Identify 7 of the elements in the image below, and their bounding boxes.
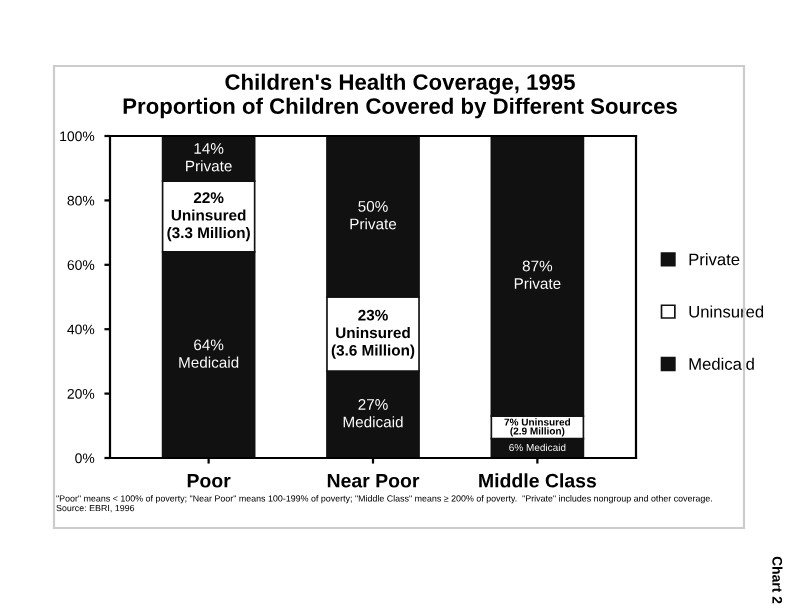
x-tick-label: Middle Class bbox=[479, 473, 597, 488]
x-tick-label: Poor bbox=[187, 473, 231, 488]
x-tick-label: Near Poor bbox=[327, 473, 420, 488]
legend-label: Uninsured bbox=[689, 305, 764, 318]
legend-label: Private bbox=[689, 253, 740, 266]
chart-title: Children's Health Coverage, 1995 Proportion of Children Covered by Different Sources bbox=[123, 73, 677, 119]
legend-label: Medicaid bbox=[689, 357, 754, 370]
